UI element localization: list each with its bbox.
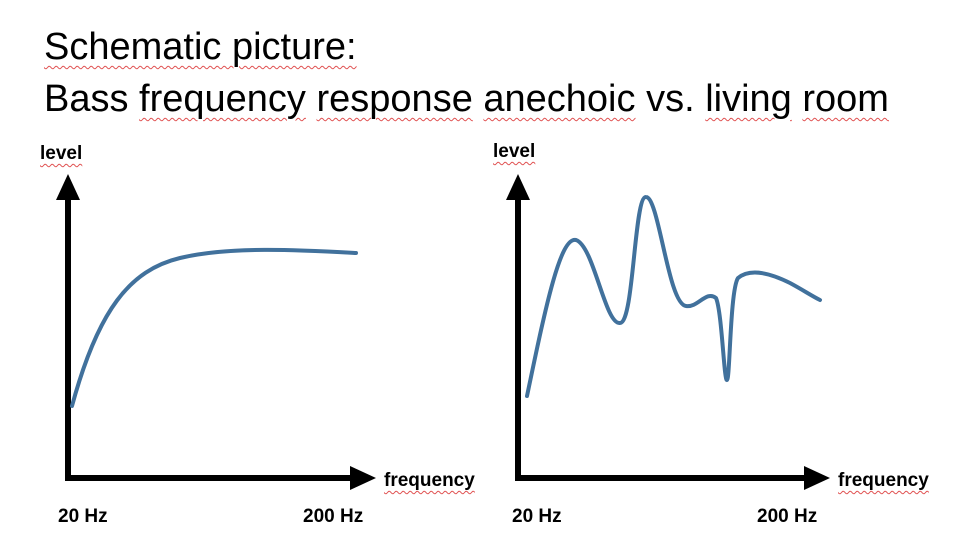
right-tick-200hz: 200 Hz bbox=[757, 506, 818, 527]
left-x-axis-label: frequency bbox=[384, 470, 475, 491]
left-axes bbox=[56, 174, 376, 490]
right-axes bbox=[506, 174, 830, 490]
right-y-axis-label: level bbox=[493, 141, 536, 162]
right-tick-20hz: 20 Hz bbox=[512, 506, 562, 527]
left-anechoic-curve bbox=[70, 247, 358, 408]
title-word-anechoic: anechoic bbox=[483, 78, 636, 120]
slide-title-line-2: Bass frequency response anechoic vs. liv… bbox=[44, 76, 889, 122]
left-y-axis-label: level bbox=[40, 143, 83, 164]
slide-title-line-1: Schematic picture: bbox=[44, 24, 357, 70]
left-y-axis-arrowhead bbox=[56, 174, 80, 200]
right-y-axis-arrowhead bbox=[506, 174, 530, 200]
title-word-room: room bbox=[802, 78, 889, 120]
title-word-schematic: Schematic picture: bbox=[44, 26, 357, 68]
right-x-axis-label: frequency bbox=[838, 470, 929, 491]
title-word-living: living bbox=[705, 78, 792, 120]
right-x-axis-arrowhead bbox=[804, 466, 830, 490]
title-word-frequency: frequency bbox=[139, 78, 306, 120]
title-word-bass: Bass bbox=[44, 78, 129, 120]
title-word-vs: vs. bbox=[646, 78, 695, 120]
left-tick-20hz: 20 Hz bbox=[58, 506, 108, 527]
title-word-response: response bbox=[316, 78, 473, 120]
right-living-room-curve bbox=[525, 194, 822, 398]
left-x-axis-arrowhead bbox=[350, 466, 376, 490]
left-tick-200hz: 200 Hz bbox=[303, 506, 364, 527]
